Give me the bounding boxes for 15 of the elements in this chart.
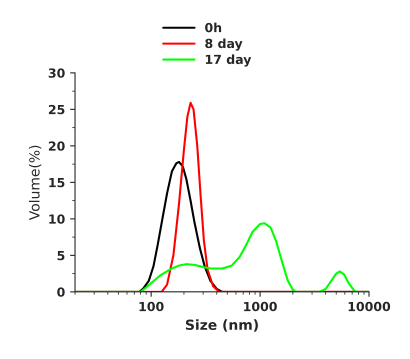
y-tick-label: 0 [57,287,65,297]
x-tick-label: 10000 [348,302,390,312]
x-axis-title: Size (nm) [186,319,258,332]
x-tick-label: 100 [140,302,164,312]
legend-label: 0h [205,22,222,32]
y-tick-label: 10 [49,214,65,224]
y-tick-label: 20 [48,141,65,151]
y-tick-label: 15 [49,178,64,188]
x-tick-label: 1000 [244,302,277,312]
y-tick-label: 5 [58,251,64,260]
y-axis-title: Volume(%) [28,146,42,220]
legend-label: 17 day [206,54,252,67]
y-tick-label: 30 [48,68,65,78]
y-tick-label: 25 [48,104,64,114]
legend-label: 8 day [205,38,242,51]
